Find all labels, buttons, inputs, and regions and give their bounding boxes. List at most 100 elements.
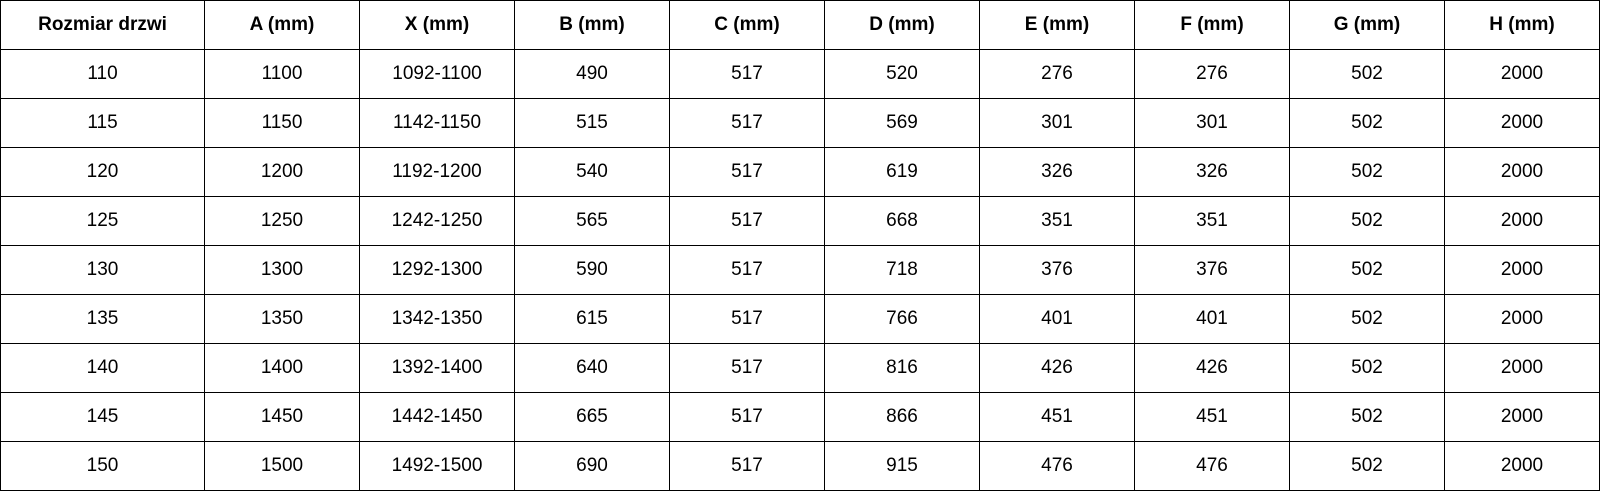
- table-cell: 517: [669, 441, 825, 491]
- table-cell: 401: [979, 294, 1135, 344]
- table-cell: 110: [0, 49, 205, 99]
- column-header: H (mm): [1444, 0, 1600, 50]
- table-cell: 1400: [204, 343, 360, 393]
- table-cell: 401: [1134, 294, 1290, 344]
- table-cell: 1300: [204, 245, 360, 295]
- table-cell: 517: [669, 147, 825, 197]
- column-header: Rozmiar drzwi: [0, 0, 205, 50]
- table-cell: 301: [979, 98, 1135, 148]
- table-cell: 866: [824, 392, 980, 442]
- table-cell: 615: [514, 294, 670, 344]
- table-cell: 2000: [1444, 343, 1600, 393]
- column-header: F (mm): [1134, 0, 1290, 50]
- table-cell: 276: [1134, 49, 1290, 99]
- table-cell: 376: [979, 245, 1135, 295]
- table-cell: 120: [0, 147, 205, 197]
- table-cell: 1192-1200: [359, 147, 515, 197]
- table-cell: 515: [514, 98, 670, 148]
- table-cell: 276: [979, 49, 1135, 99]
- table-cell: 665: [514, 392, 670, 442]
- table-cell: 2000: [1444, 441, 1600, 491]
- table-cell: 1150: [204, 98, 360, 148]
- table-cell: 517: [669, 294, 825, 344]
- table-cell: 326: [1134, 147, 1290, 197]
- table-cell: 301: [1134, 98, 1290, 148]
- table-cell: 1092-1100: [359, 49, 515, 99]
- table-cell: 540: [514, 147, 670, 197]
- table-cell: 668: [824, 196, 980, 246]
- table-row: 145 1450 1442-1450 665 517 866 451 451 502 2000: [0, 392, 1600, 442]
- table-cell: 2000: [1444, 49, 1600, 99]
- table-cell: 1200: [204, 147, 360, 197]
- table-cell: 517: [669, 245, 825, 295]
- table-cell: 326: [979, 147, 1135, 197]
- table-cell: 1292-1300: [359, 245, 515, 295]
- table-cell: 502: [1289, 441, 1445, 491]
- table-cell: 2000: [1444, 98, 1600, 148]
- table-cell: 1392-1400: [359, 343, 515, 393]
- column-header: X (mm): [359, 0, 515, 50]
- table-cell: 517: [669, 98, 825, 148]
- table-cell: 1450: [204, 392, 360, 442]
- table-cell: 766: [824, 294, 980, 344]
- table-cell: 502: [1289, 245, 1445, 295]
- table-cell: 130: [0, 245, 205, 295]
- table-cell: 2000: [1444, 294, 1600, 344]
- table-row: 135 1350 1342-1350 615 517 766 401 401 502 2000: [0, 294, 1600, 344]
- column-header: A (mm): [204, 0, 360, 50]
- table-cell: 125: [0, 196, 205, 246]
- table-cell: 426: [1134, 343, 1290, 393]
- table-cell: 1342-1350: [359, 294, 515, 344]
- table-cell: 1492-1500: [359, 441, 515, 491]
- table-cell: 502: [1289, 147, 1445, 197]
- table-cell: 140: [0, 343, 205, 393]
- table-cell: 690: [514, 441, 670, 491]
- table-cell: 915: [824, 441, 980, 491]
- table-cell: 502: [1289, 196, 1445, 246]
- column-header: B (mm): [514, 0, 670, 50]
- column-header: D (mm): [824, 0, 980, 50]
- table-row: 115 1150 1142-1150 515 517 569 301 301 502 2000: [0, 98, 1600, 148]
- table-cell: 1242-1250: [359, 196, 515, 246]
- table-cell: 351: [1134, 196, 1290, 246]
- table-cell: 517: [669, 343, 825, 393]
- table-cell: 2000: [1444, 392, 1600, 442]
- table-cell: 502: [1289, 294, 1445, 344]
- table-cell: 502: [1289, 98, 1445, 148]
- table-cell: 2000: [1444, 147, 1600, 197]
- column-header: E (mm): [979, 0, 1135, 50]
- table-cell: 517: [669, 49, 825, 99]
- table-cell: 150: [0, 441, 205, 491]
- table-cell: 520: [824, 49, 980, 99]
- table-cell: 1350: [204, 294, 360, 344]
- table-cell: 502: [1289, 49, 1445, 99]
- table-cell: 502: [1289, 343, 1445, 393]
- table-cell: 517: [669, 196, 825, 246]
- table-cell: 1500: [204, 441, 360, 491]
- table-row: 130 1300 1292-1300 590 517 718 376 376 502 2000: [0, 245, 1600, 295]
- table-cell: 569: [824, 98, 980, 148]
- table-cell: 590: [514, 245, 670, 295]
- table-cell: 517: [669, 392, 825, 442]
- table-cell: 451: [979, 392, 1135, 442]
- table-cell: 451: [1134, 392, 1290, 442]
- table-row: 125 1250 1242-1250 565 517 668 351 351 502 2000: [0, 196, 1600, 246]
- table-row: 150 1500 1492-1500 690 517 915 476 476 502 2000: [0, 441, 1600, 491]
- table-cell: 145: [0, 392, 205, 442]
- column-header: G (mm): [1289, 0, 1445, 50]
- table-cell: 565: [514, 196, 670, 246]
- table-cell: 1442-1450: [359, 392, 515, 442]
- table-cell: 351: [979, 196, 1135, 246]
- table-cell: 718: [824, 245, 980, 295]
- table-row: 110 1100 1092-1100 490 517 520 276 276 502 2000: [0, 49, 1600, 99]
- table-cell: 2000: [1444, 245, 1600, 295]
- table-cell: 640: [514, 343, 670, 393]
- table-cell: 376: [1134, 245, 1290, 295]
- table-cell: 1250: [204, 196, 360, 246]
- table-cell: 1142-1150: [359, 98, 515, 148]
- column-header: C (mm): [669, 0, 825, 50]
- table-cell: 2000: [1444, 196, 1600, 246]
- table-cell: 490: [514, 49, 670, 99]
- table-cell: 476: [1134, 441, 1290, 491]
